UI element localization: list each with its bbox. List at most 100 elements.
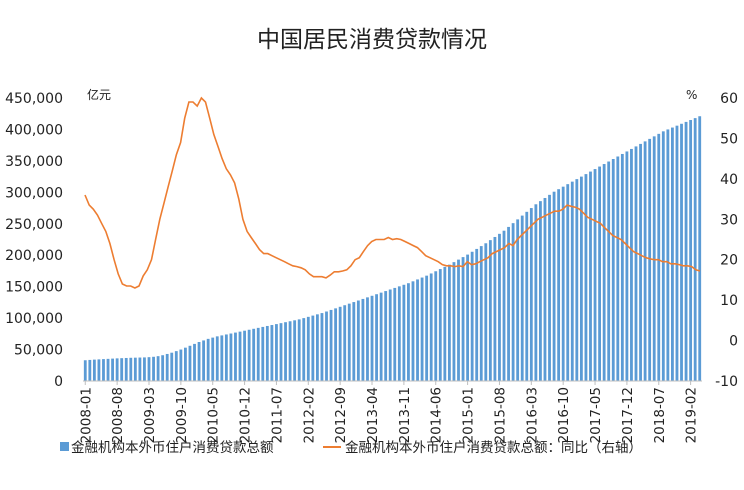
bar — [197, 342, 201, 381]
bar — [675, 125, 679, 381]
x-tick-label: 2017-12 — [620, 387, 636, 443]
bar — [366, 297, 369, 381]
bar — [393, 287, 397, 381]
x-tick-label: 2018-07 — [652, 387, 668, 443]
x-axis: 2008-01 2008-08 2009-03 2009-10 2010-05 2010-… — [78, 381, 700, 443]
x-tick-label: 2013-04 — [365, 387, 381, 443]
bar — [179, 349, 183, 381]
bar — [188, 345, 192, 381]
bar — [652, 136, 656, 381]
x-tick-label: 2013-11 — [397, 387, 413, 443]
x-tick-label: 2016-03 — [524, 387, 540, 443]
left-tick-label: 400,000 — [5, 122, 63, 138]
bar — [343, 305, 347, 381]
bar — [447, 264, 451, 381]
bar — [643, 141, 647, 381]
bar — [220, 335, 224, 381]
right-tick-label: 20 — [720, 253, 738, 269]
bar — [475, 248, 479, 381]
x-tick-label: 2012-02 — [301, 387, 317, 443]
bar — [402, 284, 406, 381]
bar — [548, 194, 551, 381]
bar — [407, 283, 410, 381]
bar — [234, 332, 237, 381]
right-tick-label: 60 — [720, 91, 738, 107]
bar — [306, 316, 310, 381]
bar — [534, 204, 538, 381]
bar — [293, 320, 297, 381]
bar — [152, 356, 155, 381]
legend-bar-label: 金融机构本外币住户消费贷款总额 — [71, 439, 274, 456]
bar — [466, 254, 470, 381]
bar — [589, 171, 592, 381]
bar — [352, 302, 356, 381]
bar — [270, 325, 274, 381]
bar — [97, 359, 101, 381]
bar — [397, 286, 401, 381]
bar — [680, 123, 683, 381]
x-tick-label: 2015-08 — [492, 387, 508, 443]
bar — [625, 151, 629, 381]
bar — [507, 226, 510, 381]
bar — [206, 338, 210, 381]
bar — [634, 146, 638, 381]
bar — [320, 313, 324, 381]
bar — [215, 336, 219, 381]
bar — [616, 156, 620, 381]
bar — [279, 323, 283, 381]
bar — [325, 311, 328, 381]
bar — [438, 269, 442, 381]
bar — [156, 356, 160, 381]
legend-bar-swatch — [60, 442, 69, 451]
bar — [575, 179, 579, 381]
bar — [461, 257, 465, 381]
bar — [184, 347, 187, 381]
bar — [693, 118, 697, 382]
bar — [133, 357, 137, 381]
bar — [165, 353, 169, 381]
bar — [479, 246, 483, 381]
bar — [579, 176, 583, 381]
bar — [334, 308, 338, 381]
legend: 金融机构本外币住户消费贷款总额 金融机构本外币住户消费贷款总额：同比（右轴） — [60, 439, 642, 456]
right-tick-label: 0 — [729, 334, 738, 350]
bar — [425, 275, 429, 381]
bar — [375, 294, 378, 381]
bar — [147, 357, 151, 381]
bar — [470, 251, 474, 381]
bar — [557, 189, 561, 381]
bar — [370, 295, 374, 381]
bar — [106, 358, 110, 381]
bar — [297, 319, 301, 381]
bar — [115, 358, 119, 381]
x-tick-label: 2009-10 — [174, 387, 190, 443]
bar — [593, 169, 597, 381]
x-tick-label: 2010-05 — [206, 387, 222, 443]
right-tick-label: 50 — [720, 131, 738, 147]
x-tick-label: 2009-03 — [142, 387, 158, 443]
right-tick-label: 10 — [720, 293, 738, 309]
x-tick-label: 2016-10 — [556, 387, 572, 443]
bar — [88, 359, 92, 381]
bar — [384, 291, 388, 381]
bar — [502, 230, 506, 381]
left-axis-unit: 亿元 — [87, 87, 111, 102]
right-tick-label: 40 — [720, 172, 738, 188]
bar — [129, 357, 133, 381]
bar — [529, 208, 533, 381]
bar — [543, 197, 547, 381]
bar — [520, 215, 524, 381]
bar — [498, 233, 501, 381]
bar — [488, 240, 492, 381]
bar — [511, 223, 515, 381]
x-tick-label: 2015-01 — [461, 387, 477, 443]
left-tick-label: 50,000 — [14, 343, 63, 359]
bar — [566, 184, 570, 381]
bar — [229, 333, 233, 381]
bar — [124, 357, 128, 381]
x-tick-label: 2010-12 — [238, 387, 254, 443]
bar — [275, 324, 278, 381]
yoy-line — [84, 96, 701, 289]
bar — [598, 166, 601, 381]
